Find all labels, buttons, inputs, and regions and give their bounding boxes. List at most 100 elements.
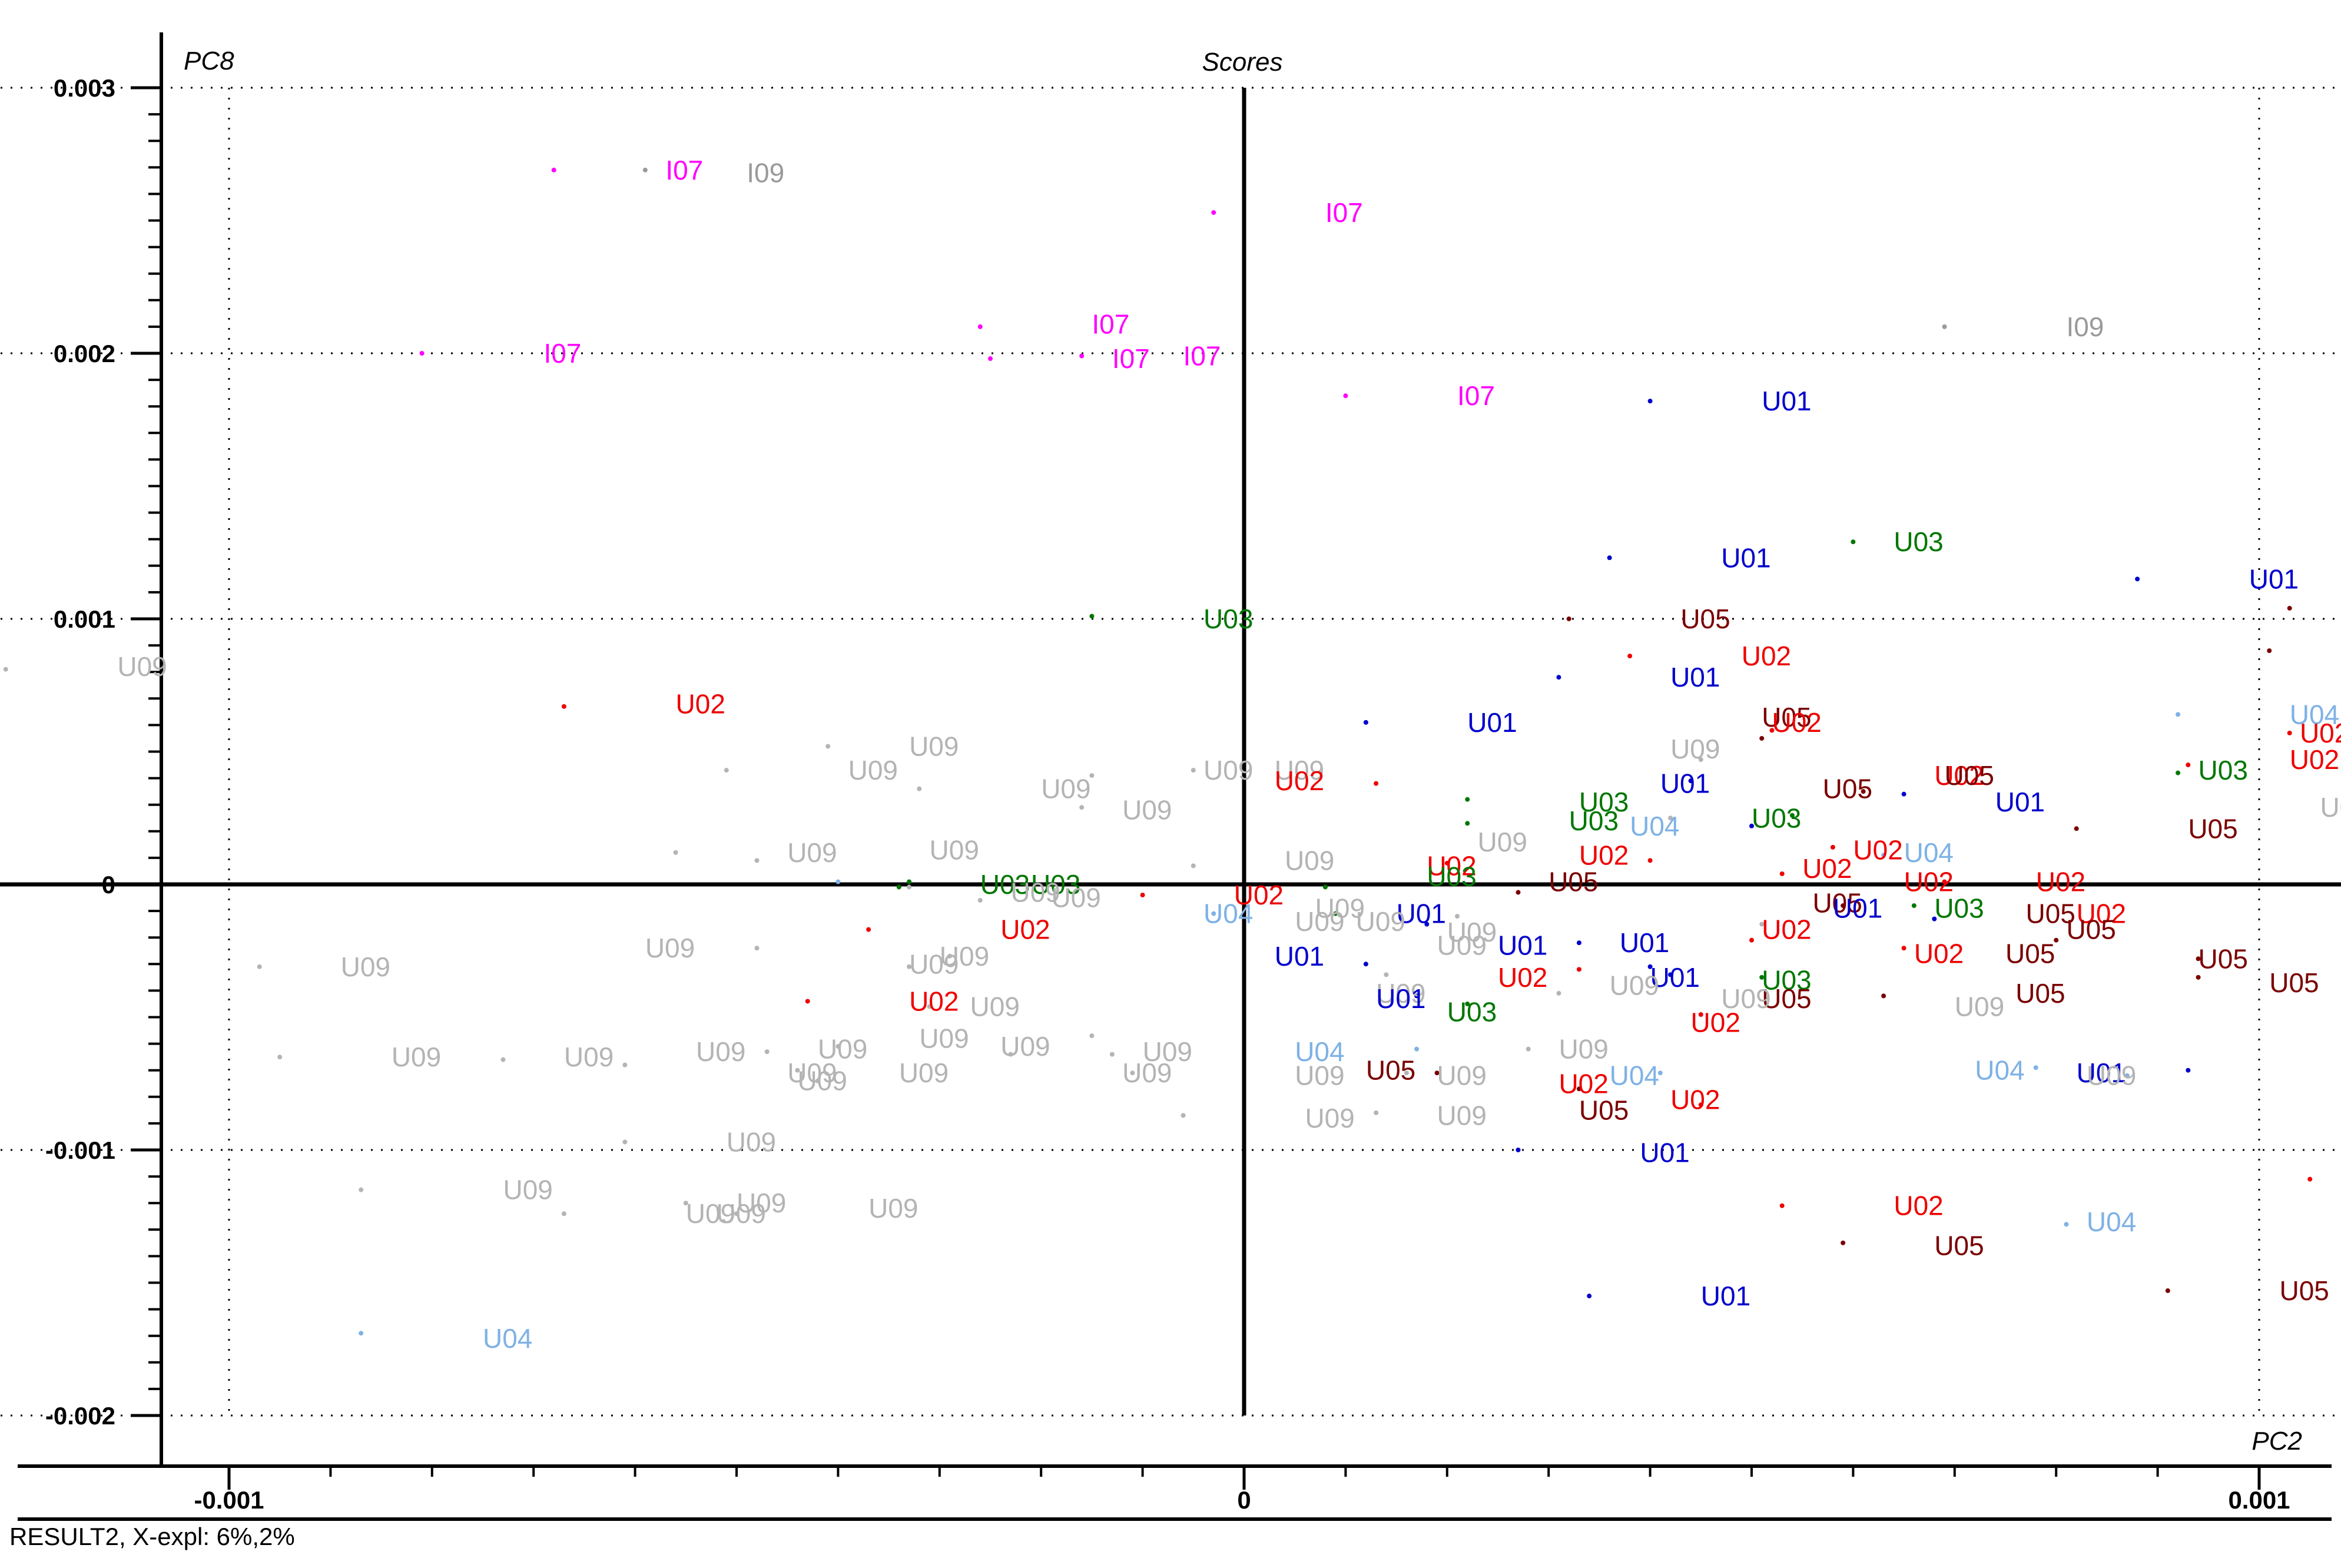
point-u02 [2186,763,2191,768]
y-tick-label: 0.001 [54,605,115,633]
point-u01 [1647,964,1653,969]
point-u05 [1759,735,1765,741]
label-u04: U04 [1975,1055,2024,1086]
label-u05: U05 [1945,760,1994,791]
point-u02 [1140,893,1145,898]
label-u09: U09 [970,991,1020,1022]
point-i07 [419,351,425,356]
point-u01 [1901,791,1906,797]
label-u04: U04 [2087,1206,2136,1237]
label-u01: U01 [2077,1058,2126,1088]
point-u02 [1698,1102,1703,1108]
label-u03: U03 [2199,755,2248,785]
label-i07: I07 [1112,343,1150,374]
label-u09: U09 [940,941,989,972]
label-i07: I07 [1183,341,1221,372]
point-u05 [1861,789,1866,794]
point-u09 [1079,805,1085,810]
point-u01 [1688,778,1693,784]
label-u03: U03 [1447,996,1497,1027]
label-i09: I09 [747,157,784,188]
point-i07 [551,167,556,173]
point-u09 [825,744,831,749]
point-u03 [1465,797,1470,802]
label-u04: U04 [1295,1036,1344,1067]
point-u03 [1333,911,1338,916]
label-u01: U01 [2249,563,2299,594]
point-u09 [1668,816,1673,821]
label-i09: I09 [2066,311,2104,342]
label-u09: U09 [868,1193,918,1224]
point-u09 [622,1062,628,1068]
point-u01 [1424,921,1430,927]
label-u09: U09 [686,1198,735,1229]
label-u09: U09 [1305,1103,1354,1133]
point-u01 [1576,940,1581,946]
point-u02 [1374,781,1379,786]
label-u02: U02 [1853,834,1902,865]
label-u01: U01 [1995,787,2045,817]
label-u03: U03 [1752,803,1801,833]
label-u09: U09 [1437,930,1487,961]
label-i07: I07 [1457,380,1495,411]
point-u09 [673,850,678,855]
point-u03 [1911,903,1916,909]
label-u01: U01 [1640,1138,1689,1168]
label-u09: U09 [787,1058,837,1088]
label-u09: U09 [1376,978,1425,1009]
label-u02: U02 [1670,1084,1720,1115]
label-u02: U02 [2300,718,2341,748]
point-u09 [1374,1110,1379,1115]
label-u02: U02 [1691,1007,1740,1038]
point-i09 [642,167,648,173]
label-u05: U05 [1934,1230,1984,1261]
point-u02 [805,999,810,1004]
point-u05 [2196,956,2201,962]
point-u02 [1698,1012,1703,1017]
label-u05: U05 [1579,1095,1629,1125]
label-u09: U09 [1041,774,1090,804]
label-u03: U03 [980,869,1030,900]
point-u09 [359,1187,364,1192]
label-u05: U05 [2005,938,2055,969]
point-u02 [1942,879,1947,884]
label-u01: U01 [1498,930,1547,961]
point-u02 [2307,1176,2313,1182]
axis-ticks: -0.002-0.00100.0010.0020.003-0.003-0.002… [45,74,2290,1514]
point-u09 [795,1068,800,1073]
point-u04 [2124,1073,2130,1078]
point-u09 [764,1049,770,1055]
point-u09 [927,1004,932,1009]
point-u02 [1830,844,1835,850]
point-u04 [1657,1070,1663,1076]
label-u09: U09 [2087,1060,2136,1091]
label-u05: U05 [2269,967,2319,998]
y-axis-label: PC8 [184,47,234,75]
label-u02: U02 [1498,962,1547,993]
point-u01 [1556,675,1561,680]
label-u03: U03 [1762,964,1811,995]
label-u05: U05 [2015,978,2065,1009]
label-u04: U04 [483,1323,532,1354]
label-u02: U02 [1772,707,1821,738]
point-u09 [3,667,8,672]
label-u02: U02 [1802,853,1852,884]
point-i07 [988,356,993,362]
point-u09 [683,1201,688,1206]
point-u02 [1627,654,1633,659]
label-u09: U09 [1478,827,1527,857]
point-u09 [835,1044,841,1049]
point-u03 [1465,821,1470,826]
label-u09: U09 [1275,755,1324,785]
x-tick-label: 0.001 [2228,1486,2290,1514]
label-u09: U09 [1559,1034,1608,1065]
label-u09: U09 [1356,906,1405,937]
label-u02: U02 [1559,1068,1608,1099]
label-u03: U03 [1427,861,1476,891]
point-u01 [1363,720,1368,725]
label-u09: U09 [848,755,898,785]
label-u01: U01 [1670,662,1720,692]
point-u05 [2287,605,2292,611]
label-u09: U09 [392,1042,441,1072]
